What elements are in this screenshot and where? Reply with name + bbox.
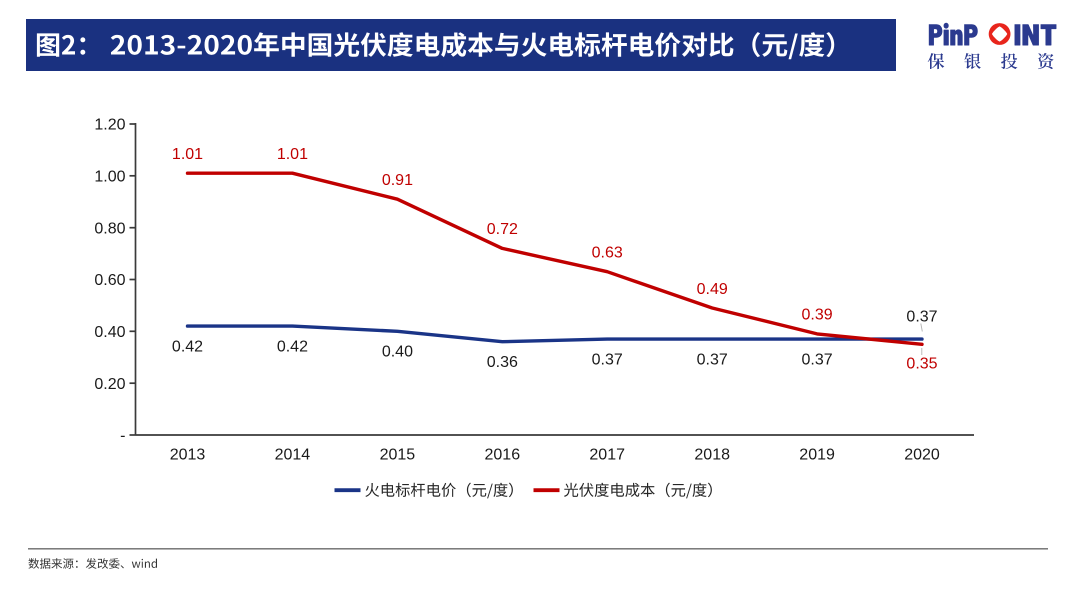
svg-text:0.63: 0.63 <box>592 245 623 262</box>
svg-text:0.40: 0.40 <box>382 344 413 361</box>
svg-text:0.42: 0.42 <box>172 338 203 355</box>
svg-text:2018: 2018 <box>694 447 730 464</box>
svg-text:1.00: 1.00 <box>94 169 125 186</box>
svg-text:0.42: 0.42 <box>277 338 308 355</box>
svg-text:0.60: 0.60 <box>94 272 125 289</box>
svg-text:2019: 2019 <box>799 447 835 464</box>
svg-text:0.37: 0.37 <box>906 309 937 326</box>
svg-text:0.37: 0.37 <box>802 351 833 368</box>
svg-text:2014: 2014 <box>275 447 311 464</box>
svg-text:0.37: 0.37 <box>592 351 623 368</box>
svg-text:1.20: 1.20 <box>94 117 125 134</box>
svg-text:0.80: 0.80 <box>94 220 125 237</box>
svg-text:0.72: 0.72 <box>487 221 518 238</box>
svg-text:2020: 2020 <box>904 447 940 464</box>
svg-text:0.39: 0.39 <box>802 307 833 324</box>
svg-text:2015: 2015 <box>380 447 416 464</box>
svg-text:2013: 2013 <box>170 447 206 464</box>
svg-text:1.01: 1.01 <box>172 146 203 163</box>
svg-text:-: - <box>120 428 125 445</box>
svg-text:0.40: 0.40 <box>94 324 125 341</box>
svg-text:0.37: 0.37 <box>697 351 728 368</box>
svg-text:2016: 2016 <box>485 447 521 464</box>
svg-text:0.20: 0.20 <box>94 376 125 393</box>
svg-text:0.49: 0.49 <box>697 281 728 298</box>
svg-text:1.01: 1.01 <box>277 146 308 163</box>
svg-text:0.35: 0.35 <box>906 355 937 372</box>
svg-text:2017: 2017 <box>589 447 625 464</box>
svg-text:0.36: 0.36 <box>487 354 518 371</box>
svg-text:0.91: 0.91 <box>382 172 413 189</box>
